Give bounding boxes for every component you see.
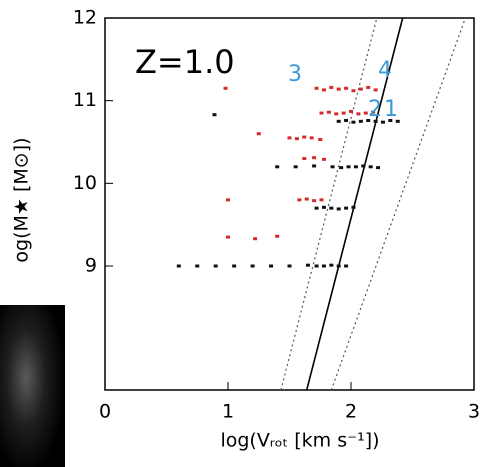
point: [226, 236, 230, 239]
point: [374, 88, 378, 91]
group-label: 3: [288, 62, 302, 87]
y-axis-label: og(M★ [M⊙]): [11, 137, 33, 262]
point: [305, 198, 309, 201]
chart: log(Vᵣₒₜ [km s⁻¹]) og(M★ [M⊙]) 012391011…: [0, 0, 481, 467]
point: [322, 265, 326, 268]
point: [232, 265, 236, 268]
point: [369, 165, 373, 168]
point: [337, 265, 341, 268]
point: [322, 206, 326, 209]
point: [212, 113, 216, 116]
point: [226, 198, 230, 201]
point: [319, 198, 323, 201]
inset-image: [0, 305, 65, 467]
point: [315, 207, 319, 210]
point: [306, 264, 310, 267]
point: [342, 112, 346, 115]
x-tick-label: 2: [345, 401, 357, 423]
point: [359, 88, 363, 91]
point: [344, 119, 348, 122]
x-tick-label: 1: [222, 401, 234, 423]
group-label: 4: [378, 58, 392, 83]
point: [337, 88, 341, 91]
point: [354, 165, 358, 168]
x-tick-label: 3: [468, 401, 480, 423]
point: [312, 199, 316, 202]
y-tick-label: 11: [73, 89, 97, 111]
group-label: 2: [368, 97, 382, 122]
point: [351, 89, 355, 92]
point: [310, 136, 314, 139]
point: [351, 206, 355, 209]
point: [327, 111, 331, 114]
point: [224, 87, 228, 90]
point: [344, 87, 348, 90]
y-tick-label: 12: [73, 7, 97, 29]
relation-line: [331, 18, 465, 390]
point: [351, 121, 355, 124]
y-tick-label: 10: [73, 172, 97, 194]
point: [322, 158, 326, 161]
point: [302, 157, 306, 160]
point: [366, 86, 370, 89]
point: [315, 87, 319, 90]
x-tick-label: 0: [99, 401, 111, 423]
point: [257, 132, 261, 135]
point: [329, 86, 333, 89]
point: [288, 136, 292, 139]
point: [251, 265, 255, 268]
point: [331, 165, 335, 168]
point: [329, 264, 333, 267]
point: [288, 265, 292, 268]
point: [319, 112, 323, 115]
point: [275, 165, 279, 168]
point: [294, 165, 298, 168]
point: [312, 164, 316, 167]
point: [322, 88, 326, 91]
point: [295, 137, 299, 140]
point: [195, 265, 199, 268]
point: [334, 112, 338, 115]
point: [318, 138, 322, 141]
point: [269, 265, 273, 268]
point: [312, 156, 316, 159]
point: [356, 112, 360, 115]
z-label: Z=1.0: [135, 43, 235, 81]
point: [337, 207, 341, 210]
point: [214, 265, 218, 268]
group-label: 1: [384, 97, 398, 122]
point: [297, 198, 301, 201]
point: [376, 166, 380, 169]
point: [344, 207, 348, 210]
point: [347, 165, 351, 168]
point: [339, 166, 343, 169]
point: [359, 120, 363, 123]
point: [344, 265, 348, 268]
x-axis-label: log(Vᵣₒₜ [km s⁻¹]): [220, 430, 379, 452]
point: [275, 235, 279, 238]
y-tick-label: 9: [85, 255, 97, 277]
point: [329, 207, 333, 210]
point: [337, 120, 341, 123]
point: [177, 265, 181, 268]
point: [315, 265, 319, 268]
point: [361, 164, 365, 167]
point: [349, 110, 353, 113]
point: [253, 237, 257, 240]
point: [302, 136, 306, 139]
